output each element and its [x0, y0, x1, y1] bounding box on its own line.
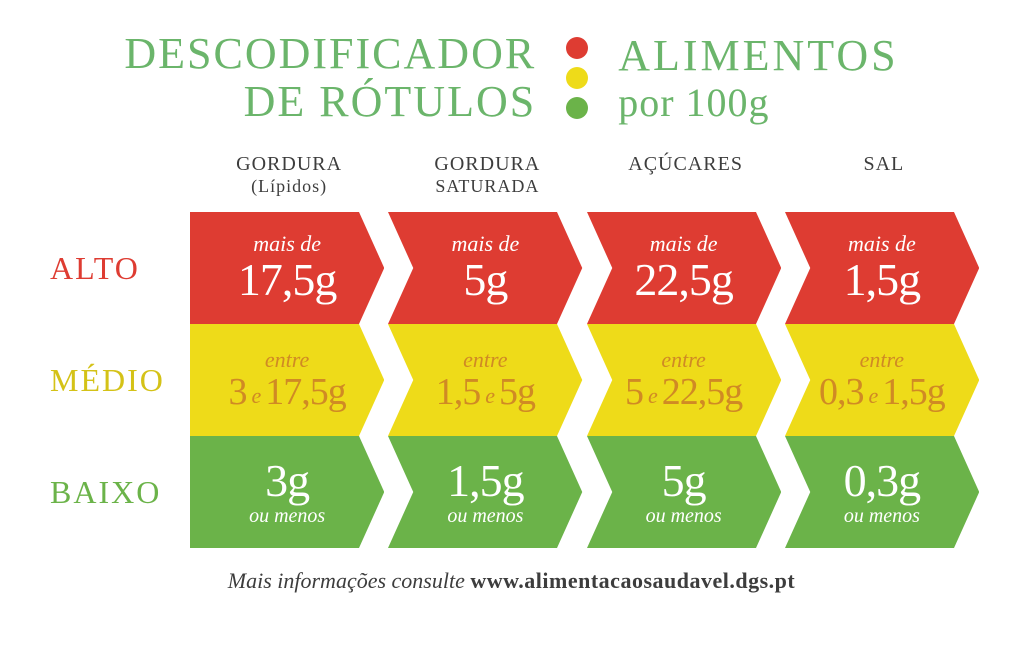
title-right-line2: por 100g — [618, 81, 898, 125]
title-left-line2: DE RÓTULOS — [124, 78, 536, 126]
title-right: ALIMENTOS por 100g — [618, 32, 898, 124]
title-left: DESCODIFICADOR DE RÓTULOS — [124, 30, 536, 127]
column-header: SAL — [785, 152, 983, 198]
row-cells: mais de17,5g mais de5g mais de22,5g mais de… — [190, 212, 983, 324]
column-header: AÇÚCARES — [587, 152, 785, 198]
dot-yellow — [566, 67, 588, 89]
dot-green — [566, 97, 588, 119]
cell: entre0,3e1,5g — [785, 324, 979, 436]
cell-content: mais de22,5g — [634, 233, 733, 303]
cell-content: entre1,5e5g — [436, 349, 535, 411]
row-cells: 3gou menos 1,5gou menos 5gou menos 0,3gou m… — [190, 436, 983, 548]
cell-content: 1,5gou menos — [447, 458, 524, 526]
cell: mais de1,5g — [785, 212, 979, 324]
infographic-container: DESCODIFICADOR DE RÓTULOS ALIMENTOS por … — [0, 0, 1023, 614]
cell: 5gou menos — [587, 436, 781, 548]
cell-content: 5gou menos — [646, 458, 722, 526]
cell: mais de5g — [388, 212, 582, 324]
column-headers: GORDURA(Lípidos)GORDURASATURADAAÇÚCARESS… — [190, 152, 983, 198]
cell-content: mais de5g — [451, 233, 519, 303]
cell: 3gou menos — [190, 436, 384, 548]
grid: ALTOmais de17,5gmais de5gmais de22,5gmai… — [40, 212, 983, 548]
footer-url: www.alimentacaosaudavel.dgs.pt — [470, 568, 795, 593]
footer: Mais informações consulte www.alimentaca… — [40, 568, 983, 594]
cell: entre3e17,5g — [190, 324, 384, 436]
column-header: GORDURASATURADA — [388, 152, 586, 198]
title-right-line1: ALIMENTOS — [618, 32, 898, 80]
cell: mais de17,5g — [190, 212, 384, 324]
cell-content: 3gou menos — [249, 458, 325, 526]
row-label: BAIXO — [40, 436, 190, 548]
grid-row: ALTOmais de17,5gmais de5gmais de22,5gmai… — [40, 212, 983, 324]
row-label: MÉDIO — [40, 324, 190, 436]
traffic-light-icon — [566, 37, 588, 119]
row-cells: entre3e17,5g entre1,5e5g entre5e22,5g entre… — [190, 324, 983, 436]
cell-content: entre3e17,5g — [228, 349, 345, 411]
cell-content: entre5e22,5g — [625, 349, 742, 411]
title-left-line1: DESCODIFICADOR — [124, 30, 536, 78]
cell: entre5e22,5g — [587, 324, 781, 436]
cell: 0,3gou menos — [785, 436, 979, 548]
grid-row: BAIXO 3gou menos 1,5gou menos 5gou menos 0,3… — [40, 436, 983, 548]
cell-content: entre0,3e1,5g — [819, 349, 945, 411]
column-header: GORDURA(Lípidos) — [190, 152, 388, 198]
cell: entre1,5e5g — [388, 324, 582, 436]
cell-content: 0,3gou menos — [844, 458, 921, 526]
cell: mais de22,5g — [587, 212, 781, 324]
dot-red — [566, 37, 588, 59]
row-label: ALTO — [40, 212, 190, 324]
cell-content: mais de17,5g — [238, 233, 337, 303]
footer-text: Mais informações consulte — [228, 568, 471, 593]
header: DESCODIFICADOR DE RÓTULOS ALIMENTOS por … — [40, 30, 983, 127]
cell: 1,5gou menos — [388, 436, 582, 548]
grid-row: MÉDIO entre3e17,5g entre1,5e5g entre5e22,5g… — [40, 324, 983, 436]
cell-content: mais de1,5g — [844, 233, 921, 303]
